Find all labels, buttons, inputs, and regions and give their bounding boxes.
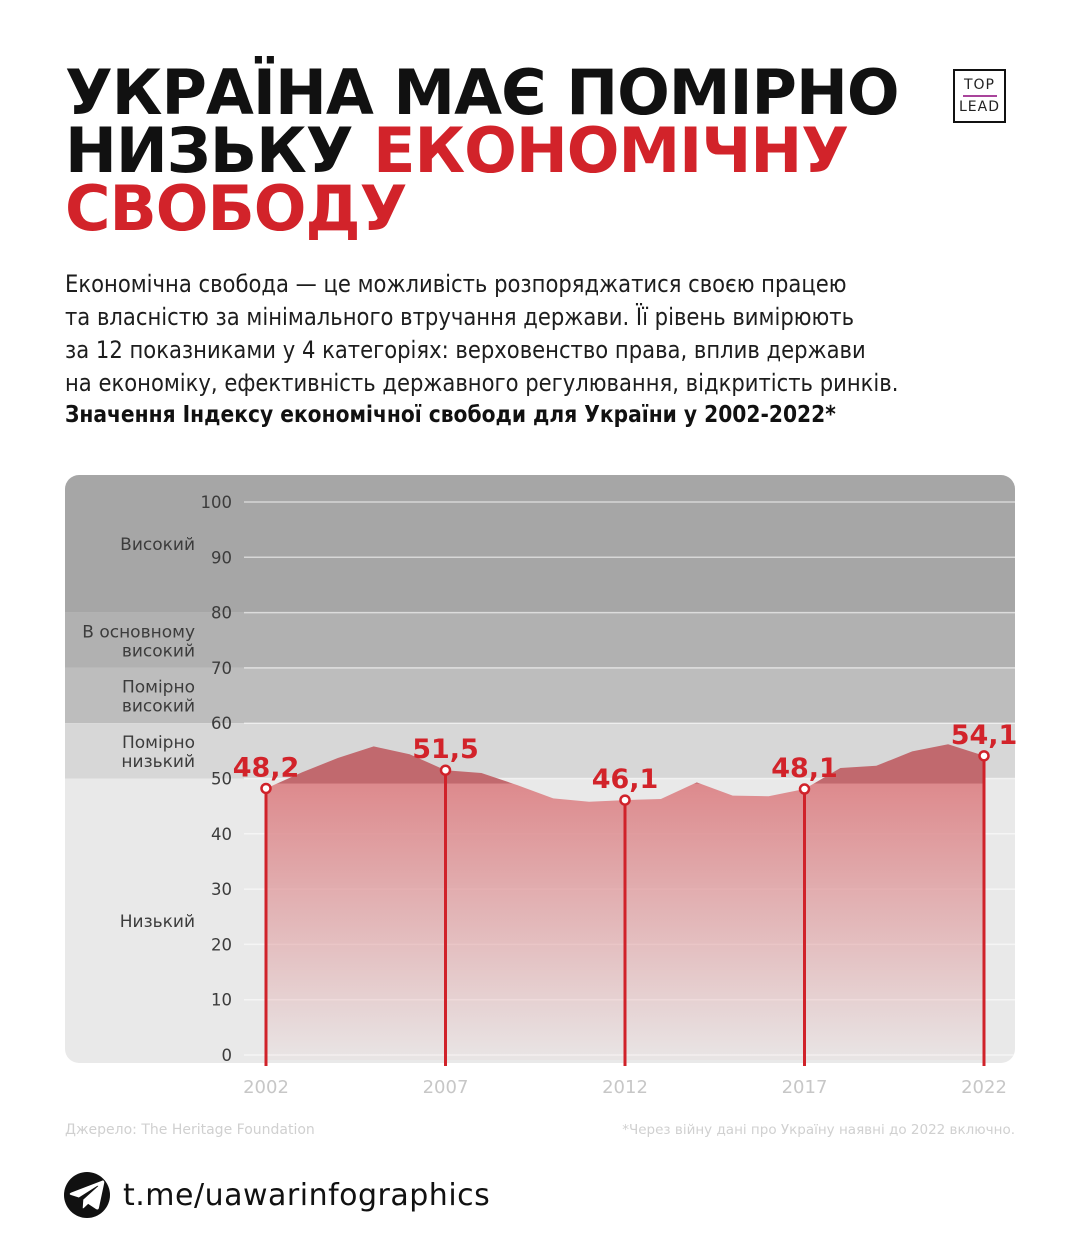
y-tick-label: 0 — [222, 1046, 233, 1065]
headline-line3-red: СВОБОДУ — [65, 172, 407, 245]
logo-lead-text: LEAD — [958, 98, 1000, 115]
data-point-2002 — [260, 782, 272, 795]
band-label: В основному — [82, 622, 195, 642]
band-Помірно-високий — [65, 667, 1015, 724]
logo-divider — [962, 94, 997, 97]
data-point-2007 — [439, 764, 452, 776]
band-label: низький — [121, 752, 195, 772]
data-label-2022: 54,1 — [951, 720, 1018, 751]
band-В основному-високий — [65, 612, 1015, 668]
band-label: Високий — [120, 535, 195, 555]
intro-paragraph: Економічна свобода — це можливість розпо… — [65, 268, 898, 400]
band-Високий — [65, 475, 1015, 613]
y-tick-label: 50 — [211, 770, 232, 789]
data-label-2017: 48,1 — [771, 753, 838, 784]
intro-line: Економічна свобода — це можливість розпо… — [65, 270, 847, 298]
headline-line2-red: ЕКОНОМІЧНУ — [373, 114, 849, 187]
headline-line2-black: НИЗЬКУ — [65, 114, 374, 187]
y-tick-label: 100 — [201, 493, 233, 512]
y-tick-label: 70 — [211, 659, 232, 678]
band-label: Помірно — [122, 733, 195, 753]
logo-top-text: TOP — [963, 76, 995, 93]
x-tick-label-2002: 2002 — [243, 1077, 289, 1098]
telegram-icon — [64, 1172, 110, 1218]
y-tick-label: 30 — [211, 880, 232, 899]
data-point-2017 — [798, 783, 811, 795]
y-tick-label: 40 — [211, 825, 232, 844]
data-label-2012: 46,1 — [592, 764, 659, 795]
data-point-2012 — [619, 794, 631, 806]
x-tick-label-2007: 2007 — [423, 1077, 469, 1098]
chart-title: Значення Індексу економічної свободи для… — [65, 402, 836, 428]
headline-line-1: УКРАЇНА МАЄ ПОМІРНО — [65, 62, 900, 124]
intro-line: та власністю за мінімального втручання д… — [65, 303, 855, 331]
headline-line1-text: УКРАЇНА МАЄ ПОМІРНО — [65, 56, 900, 129]
headline-line-2: НИЗЬКУ ЕКОНОМІЧНУ — [65, 120, 899, 182]
data-label-2002: 48,2 — [233, 752, 300, 783]
footnote: *Через війну дані про Україну наявні до … — [622, 1122, 1015, 1138]
intro-line: на економіку, ефективність державного ре… — [65, 369, 899, 397]
y-tick-label: 10 — [211, 991, 232, 1010]
x-tick-label-2017: 2017 — [782, 1077, 828, 1098]
data-point-2022 — [978, 750, 990, 762]
top-lead-logo: TOP LEAD — [953, 69, 1006, 123]
x-tick-label-2012: 2012 — [602, 1077, 648, 1098]
intro-line: за 12 показниками у 4 категоріях: верхов… — [65, 336, 866, 364]
telegram-link[interactable]: t.me/uawarinfographics — [64, 1172, 490, 1218]
chart-panel — [65, 475, 1015, 1063]
y-tick-label: 60 — [211, 714, 232, 733]
data-label-2007: 51,5 — [412, 734, 479, 765]
band-label: Низький — [120, 912, 195, 932]
headline: УКРАЇНА МАЄ ПОМІРНО НИЗЬКУ ЕКОНОМІЧНУ СВ… — [65, 62, 900, 240]
y-tick-label: 20 — [211, 935, 232, 954]
y-tick-label: 80 — [211, 604, 232, 623]
band-label: високий — [122, 641, 195, 661]
telegram-handle: t.me/uawarinfographics — [123, 1177, 491, 1213]
source-credit: Джерело: The Heritage Foundation — [65, 1122, 315, 1138]
x-tick-label-2022: 2022 — [961, 1077, 1007, 1098]
y-tick-label: 90 — [211, 548, 232, 567]
band-label: Помірно — [122, 678, 195, 698]
band-label: високий — [122, 697, 195, 717]
headline-line-3: СВОБОДУ — [65, 178, 899, 240]
